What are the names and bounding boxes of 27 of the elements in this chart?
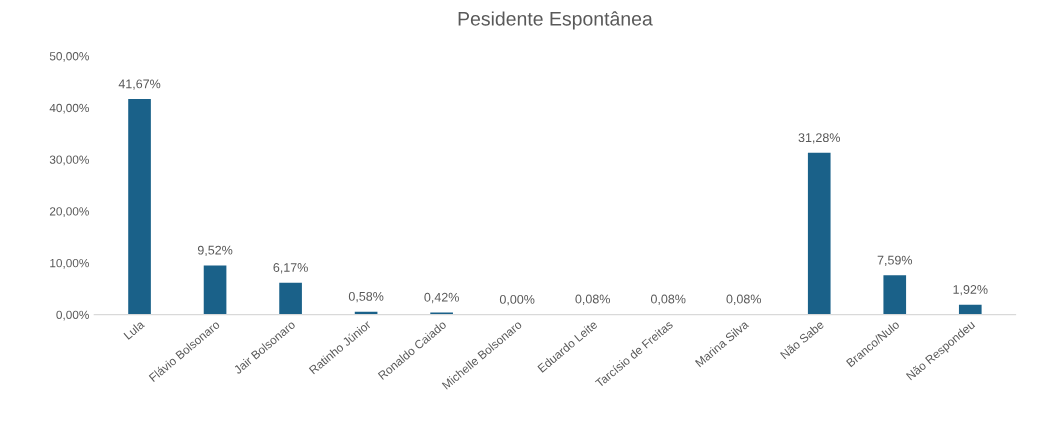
- data-label: 1,92%: [953, 285, 988, 296]
- data-label: 41,67%: [118, 79, 161, 90]
- data-label: 0,08%: [726, 294, 761, 305]
- y-tick-label: 20,00%: [49, 207, 89, 217]
- data-label: 0,00%: [499, 294, 535, 306]
- bar: [958, 304, 982, 315]
- bar: [203, 265, 227, 315]
- y-tick-label: 0,00%: [56, 310, 89, 321]
- data-label: 0,08%: [575, 294, 610, 305]
- data-label: 7,59%: [877, 255, 913, 267]
- data-label: 31,28%: [798, 133, 840, 144]
- bar: [883, 275, 907, 315]
- y-tick-label: 30,00%: [49, 155, 89, 166]
- bar: [128, 99, 151, 315]
- data-label: 0,08%: [650, 294, 686, 305]
- y-tick-label: 10,00%: [50, 258, 89, 269]
- data-label: 0,42%: [424, 292, 459, 304]
- data-label: 6,17%: [273, 263, 308, 274]
- y-tick-label: 40,00%: [49, 103, 89, 114]
- y-tick-label: 50,00%: [49, 52, 89, 62]
- bar: [279, 282, 302, 315]
- chart-title: Pesidente Espontânea: [458, 11, 653, 30]
- bar: [807, 152, 831, 315]
- bar: [430, 312, 453, 315]
- data-label: 9,52%: [197, 245, 233, 257]
- x-tick-label: Lula: [123, 319, 146, 340]
- data-label: 0,58%: [348, 291, 384, 303]
